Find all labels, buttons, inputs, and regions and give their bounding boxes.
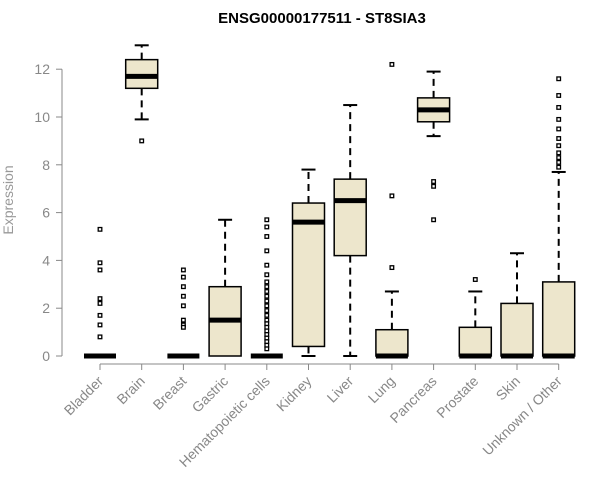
box-group-unknown-other — [541, 76, 576, 359]
outlier-point — [180, 267, 186, 273]
y-axis-label: Expression — [0, 165, 16, 234]
outlier-point — [264, 346, 270, 352]
x-tick-label: Liver — [324, 373, 357, 406]
box-group-brain — [124, 44, 159, 144]
box-group-prostate — [458, 277, 493, 359]
outlier-point — [264, 272, 270, 278]
box-group-pancreas — [416, 70, 451, 223]
outlier-point — [97, 260, 103, 266]
box-group-hematopoietic-cells — [250, 217, 283, 359]
outlier-point — [264, 217, 270, 223]
outlier-point — [556, 136, 562, 141]
outlier-point — [556, 116, 562, 122]
outlier-point — [389, 61, 395, 67]
outlier-point — [264, 284, 270, 290]
x-tick-label: Unknown / Other — [479, 373, 565, 459]
outlier-point — [264, 308, 270, 314]
x-tick-label: Breast — [150, 373, 190, 413]
outlier-point — [264, 279, 270, 285]
outlier-point — [264, 298, 270, 304]
x-tick-label: Brain — [113, 373, 147, 407]
outlier-point — [556, 164, 562, 170]
box — [375, 328, 409, 357]
outlier-point — [180, 284, 186, 290]
outlier-point — [556, 104, 562, 110]
outlier-point — [264, 248, 270, 254]
outlier-point — [180, 317, 186, 323]
outlier-point — [180, 324, 186, 330]
outlier-point — [264, 224, 270, 230]
x-tick-label: Lung — [365, 373, 398, 406]
box-group-lung — [375, 61, 409, 359]
outlier-point — [431, 179, 437, 184]
box — [291, 202, 326, 348]
box-group-gastric — [208, 218, 242, 357]
outlier-point — [264, 234, 270, 239]
boxes — [84, 44, 576, 359]
outlier-point — [556, 159, 562, 165]
box — [333, 178, 367, 257]
outlier-point — [431, 217, 437, 223]
y-tick-label: 10 — [34, 109, 50, 125]
box-group-liver — [333, 104, 367, 357]
outlier-point — [97, 226, 103, 232]
box-group-bladder — [84, 226, 116, 359]
chart-title: ENSG00000177511 - ST8SIA3 — [218, 10, 426, 27]
outlier-point — [556, 155, 562, 161]
y-tick-label: 12 — [34, 61, 50, 77]
box-group-skin — [500, 252, 534, 359]
outlier-point — [389, 265, 395, 271]
box-group-breast — [167, 267, 200, 359]
box — [458, 326, 493, 357]
y-tick-label: 0 — [42, 348, 50, 364]
outlier-point — [556, 76, 562, 82]
x-tick-label: Kidney — [273, 373, 315, 415]
axes: 0 2 4 6 8 10 12 — [34, 61, 560, 370]
box — [500, 302, 534, 357]
outlier-point — [97, 334, 103, 340]
outlier-point — [264, 289, 270, 294]
outlier-point — [180, 293, 186, 299]
outlier-point — [431, 183, 437, 189]
x-tick-label: Prostate — [433, 373, 481, 421]
x-tick-label: Skin — [493, 373, 524, 404]
outlier-point — [97, 322, 103, 328]
outlier-point — [264, 262, 270, 268]
outlier-point — [556, 150, 562, 156]
x-tick-label: Bladder — [61, 373, 107, 419]
y-tick-label: 2 — [42, 300, 50, 316]
outlier-point — [264, 312, 270, 318]
outlier-point — [264, 303, 270, 309]
outlier-point — [264, 293, 270, 299]
outlier-point — [180, 303, 186, 309]
outlier-point — [389, 193, 395, 199]
outlier-point — [139, 138, 145, 144]
box-group-kidney — [291, 168, 326, 357]
outlier-point — [556, 126, 562, 132]
outlier-point — [556, 93, 562, 98]
outlier-point — [472, 277, 478, 282]
box — [541, 281, 576, 357]
y-tick-label: 4 — [42, 252, 50, 268]
outlier-point — [97, 296, 103, 302]
y-tick-label: 6 — [42, 205, 50, 221]
outlier-point — [97, 312, 103, 318]
outlier-point — [180, 274, 186, 280]
outlier-point — [97, 267, 103, 273]
outlier-point — [556, 143, 562, 149]
y-tick-label: 8 — [42, 157, 50, 173]
outlier-point — [97, 300, 103, 306]
